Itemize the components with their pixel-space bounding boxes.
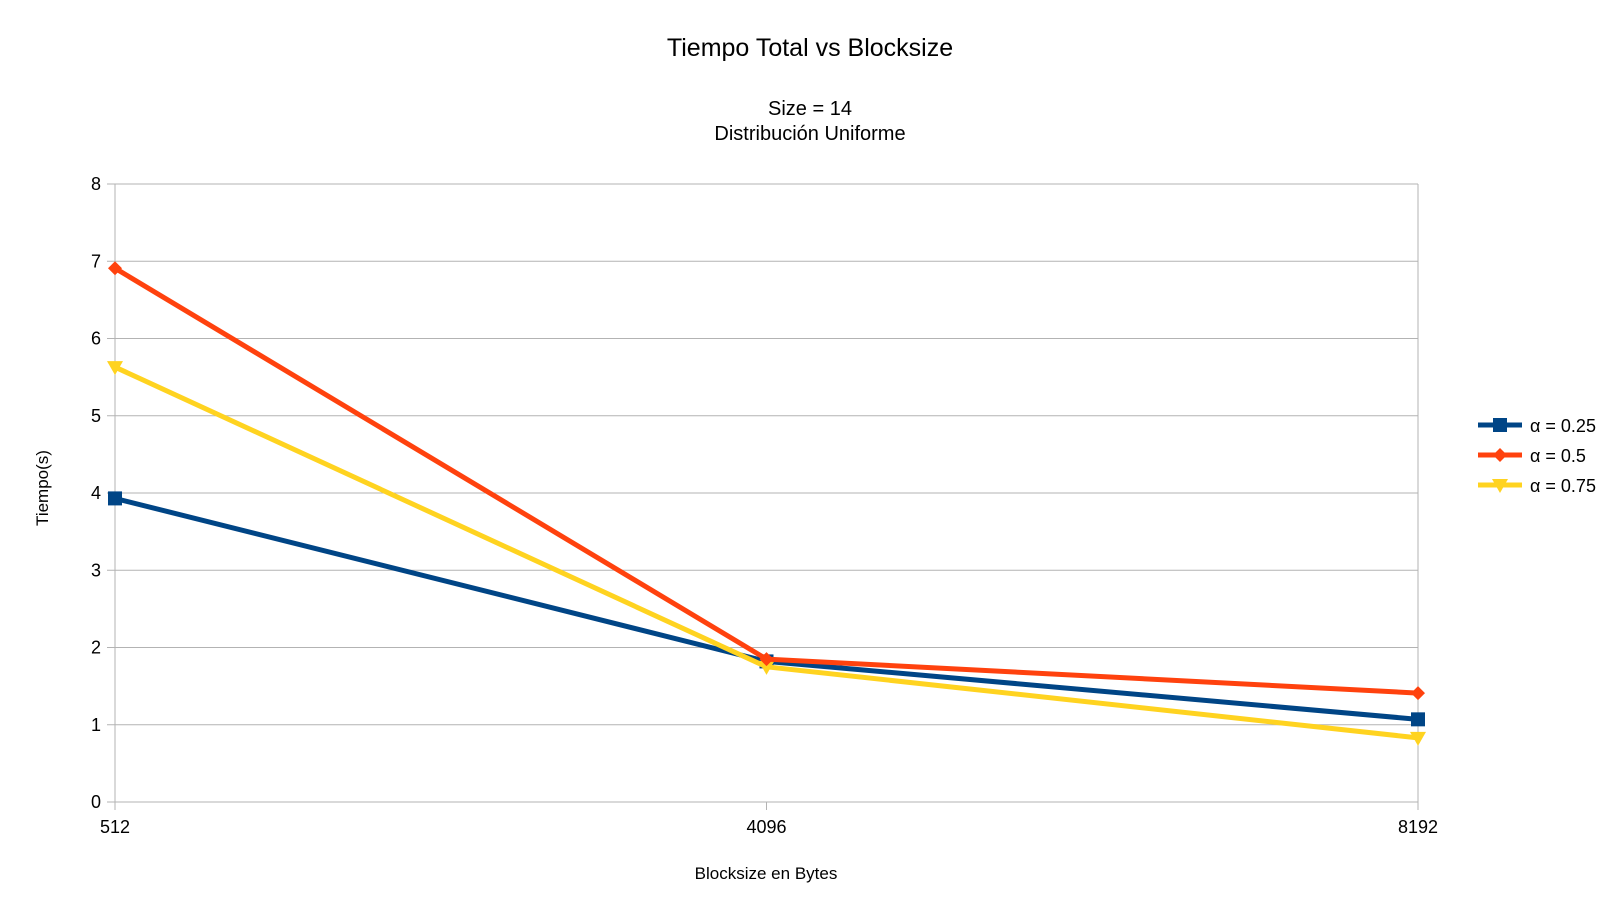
- gridlines: [107, 183, 1419, 810]
- y-tick-label: 6: [91, 329, 101, 349]
- data-point-series-2-2: [1410, 731, 1426, 746]
- y-axis-label: Tiempo(s): [33, 450, 52, 526]
- x-tick-label: 4096: [746, 817, 786, 837]
- y-tick-label: 4: [91, 483, 101, 503]
- y-axis-tick-labels: 0 1 2 3 4 5 6 7 8: [91, 174, 101, 812]
- data-point-series-2-0: [107, 361, 123, 376]
- legend-label-2: α = 0.75: [1530, 476, 1596, 496]
- series-line-0: [114, 495, 1419, 722]
- series-lines: [107, 261, 1426, 746]
- chart-title: Tiempo Total vs Blocksize: [667, 34, 953, 62]
- x-tick-label: 8192: [1398, 817, 1438, 837]
- data-point-series-1-2: [1411, 686, 1425, 701]
- data-point-series-0-2: [1411, 712, 1425, 727]
- y-tick-label: 7: [91, 251, 101, 271]
- data-point-series-0-0: [108, 491, 122, 506]
- legend-label-0: α = 0.25: [1530, 416, 1596, 436]
- data-point-series-1-0: [108, 261, 122, 276]
- legend-marker-1: [1493, 448, 1507, 462]
- y-tick-label: 2: [91, 638, 101, 658]
- legend: α = 0.25 α = 0.5 α = 0.75: [1478, 416, 1596, 496]
- y-tick-label: 8: [91, 174, 101, 194]
- legend-marker-0: [1493, 418, 1507, 432]
- data-point-series-1-1: [759, 652, 774, 667]
- x-tick-label: 512: [100, 817, 130, 837]
- series-line-1: [113, 266, 1419, 696]
- y-tick-label: 1: [91, 715, 101, 735]
- data-point-series-2-1: [758, 660, 775, 675]
- legend-marker-2: [1492, 479, 1508, 493]
- legend-label-1: α = 0.5: [1530, 446, 1586, 466]
- chart-subtitle-line-2: Distribución Uniforme: [714, 123, 905, 145]
- y-tick-label: 5: [91, 406, 101, 426]
- y-tick-label: 0: [91, 792, 101, 812]
- x-axis-label: Blocksize en Bytes: [695, 864, 838, 883]
- x-axis-tick-labels: 512 4096 8192: [100, 817, 1438, 837]
- y-tick-label: 3: [91, 560, 101, 580]
- chart-subtitle-line-1: Size = 14: [768, 98, 852, 120]
